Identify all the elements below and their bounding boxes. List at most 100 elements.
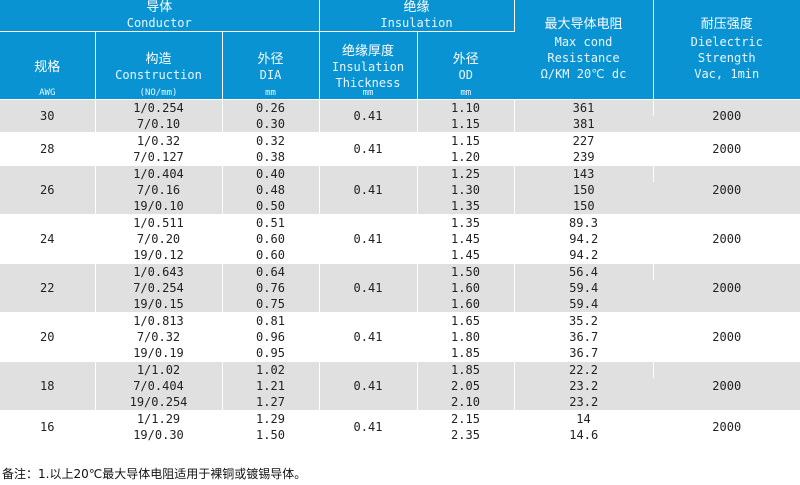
resistance-cell: 36.7 [514,329,653,345]
dia-cell: 1.27 [222,394,320,411]
awg-cell: 22 [0,263,96,313]
construction-cell: 1/0.813 [95,312,223,329]
dia-label-zh: 外径 [257,51,284,67]
construction-cell: 1/0.511 [95,214,223,231]
awg-group: 24 1/0.511 0.51 0.41 1.35 89.3 2000 7/0.… [0,214,800,264]
od-cell: 1.10 [417,99,515,116]
dia-cell: 0.26 [222,99,320,116]
insulation-label-en: Insulation [380,16,453,30]
table-row: 7/0.127 0.38 1.20 239 [0,149,800,166]
awg-group: 26 1/0.404 0.40 0.41 1.25 143 2000 7/0.1… [0,165,800,215]
dia-cell: 0.51 [222,214,320,231]
construction-cell: 1/1.29 [95,410,223,427]
gauge-header: 规格 AWG [0,31,96,100]
gauge-unit: AWG [39,88,56,98]
awg-group: 18 1/1.02 1.02 0.41 1.85 22.2 2000 7/0.4… [0,361,800,411]
dia-cell: 0.95 [222,345,320,362]
construction-cell: 19/0.15 [95,296,223,313]
max-resistance-label-en2: Resistance [547,51,620,65]
awg-cell: 28 [0,132,96,166]
dia-cell: 0.96 [222,329,320,345]
dielectric-header: 耐压强度 Dielectric Strength Vac, 1min [653,0,800,100]
conductor-label-en: Conductor [126,16,192,30]
table-row: 19/0.15 0.75 1.60 59.4 [0,296,800,313]
insulation-thickness-cell: 0.41 [319,312,418,362]
resistance-cell: 239 [514,149,653,166]
dia-cell: 0.50 [222,198,320,215]
dia-cell: 1.29 [222,410,320,427]
od-cell: 2.15 [417,410,515,427]
awg-group: 16 1/1.29 1.29 0.41 2.15 14 2000 19/0.30… [0,410,800,443]
od-cell: 1.80 [417,329,515,345]
awg-group: 20 1/0.813 0.81 0.41 1.65 35.2 2000 7/0.… [0,312,800,362]
od-cell: 2.05 [417,378,515,394]
dia-cell: 0.60 [222,247,320,264]
insulation-thickness-unit: mm [362,88,374,98]
table-row: 30 1/0.254 0.26 0.41 1.10 361 2000 [0,99,800,133]
construction-cell: 7/0.127 [95,149,223,166]
dia-header: 外径 DIA mm [222,31,320,100]
od-cell: 1.60 [417,280,515,296]
insulation-group-header: 绝缘 Insulation [319,0,515,32]
resistance-cell: 150 [514,198,653,215]
resistance-cell: 23.2 [514,394,653,411]
construction-cell: 7/0.404 [95,378,223,394]
dielectric-cell: 2000 [653,165,800,215]
resistance-cell: 381 [514,116,653,133]
conductor-label-zh: 导体 [146,0,173,15]
resistance-cell: 14.6 [514,427,653,443]
table-row: 19/0.12 0.60 1.45 94.2 [0,247,800,264]
dia-cell: 0.60 [222,231,320,247]
insulation-thickness-cell: 0.41 [319,214,418,264]
dia-cell: 1.21 [222,378,320,394]
construction-cell: 7/0.254 [95,280,223,296]
insulation-thickness-label-en1: Insulation [331,59,405,74]
od-label-zh: 外径 [452,51,479,67]
table-row: 22 1/0.643 0.64 0.41 1.50 56.4 2000 [0,263,800,313]
construction-label-zh: 构造 [145,51,172,67]
table-header: 导体 Conductor 绝缘 Insulation 最大导体电阻 Max co… [0,0,800,100]
construction-cell: 1/0.32 [95,132,223,149]
dielectric-cell: 2000 [653,132,800,166]
dielectric-cell: 2000 [653,361,800,411]
max-resistance-label-zh: 最大导体电阻 [544,17,623,32]
construction-cell: 19/0.10 [95,198,223,215]
od-cell: 1.65 [417,312,515,329]
max-resistance-header: 最大导体电阻 Max cond Resistance Ω/KM 20℃ dc [514,0,654,100]
construction-cell: 19/0.30 [95,427,223,443]
conductor-group-header: 导体 Conductor [0,0,320,32]
dia-cell: 0.30 [222,116,320,133]
dia-cell: 0.48 [222,182,320,198]
insulation-label-zh: 绝缘 [403,0,430,15]
table-row: 19/0.10 0.50 1.35 150 [0,198,800,215]
resistance-cell: 89.3 [514,214,654,231]
resistance-cell: 56.4 [514,263,654,280]
table-row: 26 1/0.404 0.40 0.41 1.25 143 2000 [0,165,800,215]
resistance-cell: 35.2 [514,312,654,329]
od-cell: 1.85 [417,345,515,362]
resistance-cell: 361 [514,99,654,116]
awg-cell: 18 [0,361,96,411]
dielectric-cell: 2000 [653,312,800,362]
insulation-thickness-cell: 0.41 [319,410,418,443]
resistance-cell: 59.4 [514,280,653,296]
dia-cell: 0.40 [222,165,320,182]
dielectric-cell: 2000 [653,99,800,133]
dielectric-label-en1: Dielectric [690,35,763,49]
awg-cell: 30 [0,99,96,133]
dielectric-cell: 2000 [653,263,800,313]
table-row: 24 1/0.511 0.51 0.41 1.35 89.3 2000 [0,214,800,264]
table-row: 7/0.10 0.30 1.15 381 [0,116,800,133]
construction-cell: 1/0.643 [95,263,223,280]
construction-label-en: Construction [115,67,202,82]
insulation-thickness-cell: 0.41 [319,132,418,166]
dia-unit: mm [265,88,276,98]
od-cell: 2.35 [417,427,515,443]
dia-cell: 1.50 [222,427,320,443]
insulation-thickness-cell: 0.41 [319,165,418,215]
table-row: 19/0.19 0.95 1.85 36.7 [0,345,800,362]
od-cell: 1.15 [417,116,515,133]
max-resistance-label-en3: Ω/KM 20℃ dc [540,67,627,81]
od-header: 外径 OD mm [417,31,514,100]
dia-cell: 0.76 [222,280,320,296]
